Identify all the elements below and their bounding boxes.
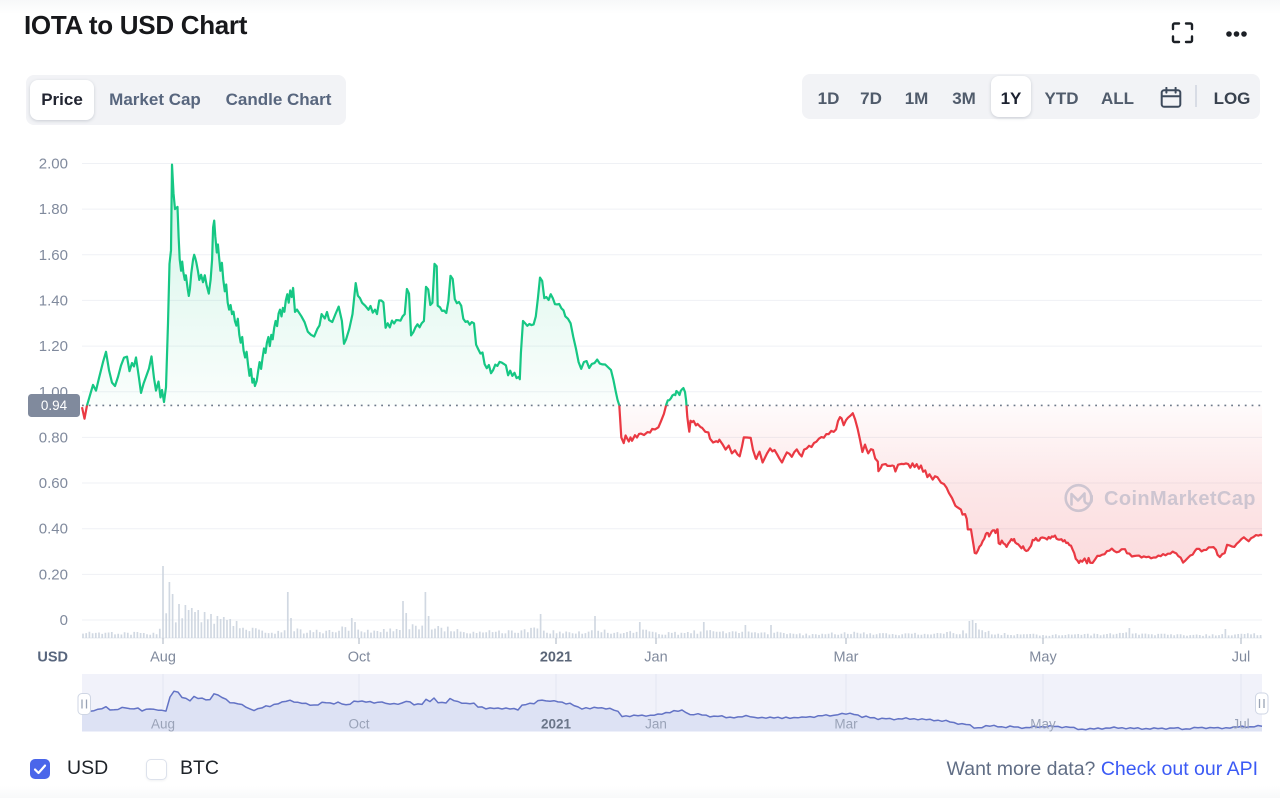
- svg-text:May: May: [1029, 650, 1057, 666]
- svg-text:CoinMarketCap: CoinMarketCap: [1104, 488, 1256, 510]
- svg-text:Jan: Jan: [644, 650, 667, 666]
- svg-text:Aug: Aug: [151, 717, 175, 732]
- svg-text:0.20: 0.20: [39, 566, 68, 583]
- svg-text:Oct: Oct: [348, 650, 371, 666]
- svg-text:2021: 2021: [541, 717, 572, 732]
- svg-text:Aug: Aug: [150, 650, 176, 666]
- svg-text:May: May: [1030, 717, 1056, 732]
- svg-text:Oct: Oct: [348, 717, 369, 732]
- svg-text:0.94: 0.94: [41, 398, 68, 413]
- svg-text:1.60: 1.60: [39, 247, 68, 264]
- svg-text:USD: USD: [37, 650, 68, 666]
- svg-text:0.60: 0.60: [39, 475, 68, 492]
- svg-text:1.80: 1.80: [39, 201, 68, 218]
- svg-text:Jul: Jul: [1232, 650, 1251, 666]
- svg-text:Mar: Mar: [834, 650, 859, 666]
- svg-text:1.40: 1.40: [39, 292, 68, 309]
- svg-text:0: 0: [60, 612, 68, 629]
- svg-text:1.20: 1.20: [39, 338, 68, 355]
- svg-text:0.80: 0.80: [39, 429, 68, 446]
- svg-text:Mar: Mar: [834, 717, 858, 732]
- svg-text:Jul: Jul: [1232, 717, 1249, 732]
- svg-text:0.40: 0.40: [39, 521, 68, 538]
- svg-text:2021: 2021: [540, 650, 572, 666]
- svg-text:Jan: Jan: [645, 717, 667, 732]
- svg-text:2.00: 2.00: [39, 156, 68, 173]
